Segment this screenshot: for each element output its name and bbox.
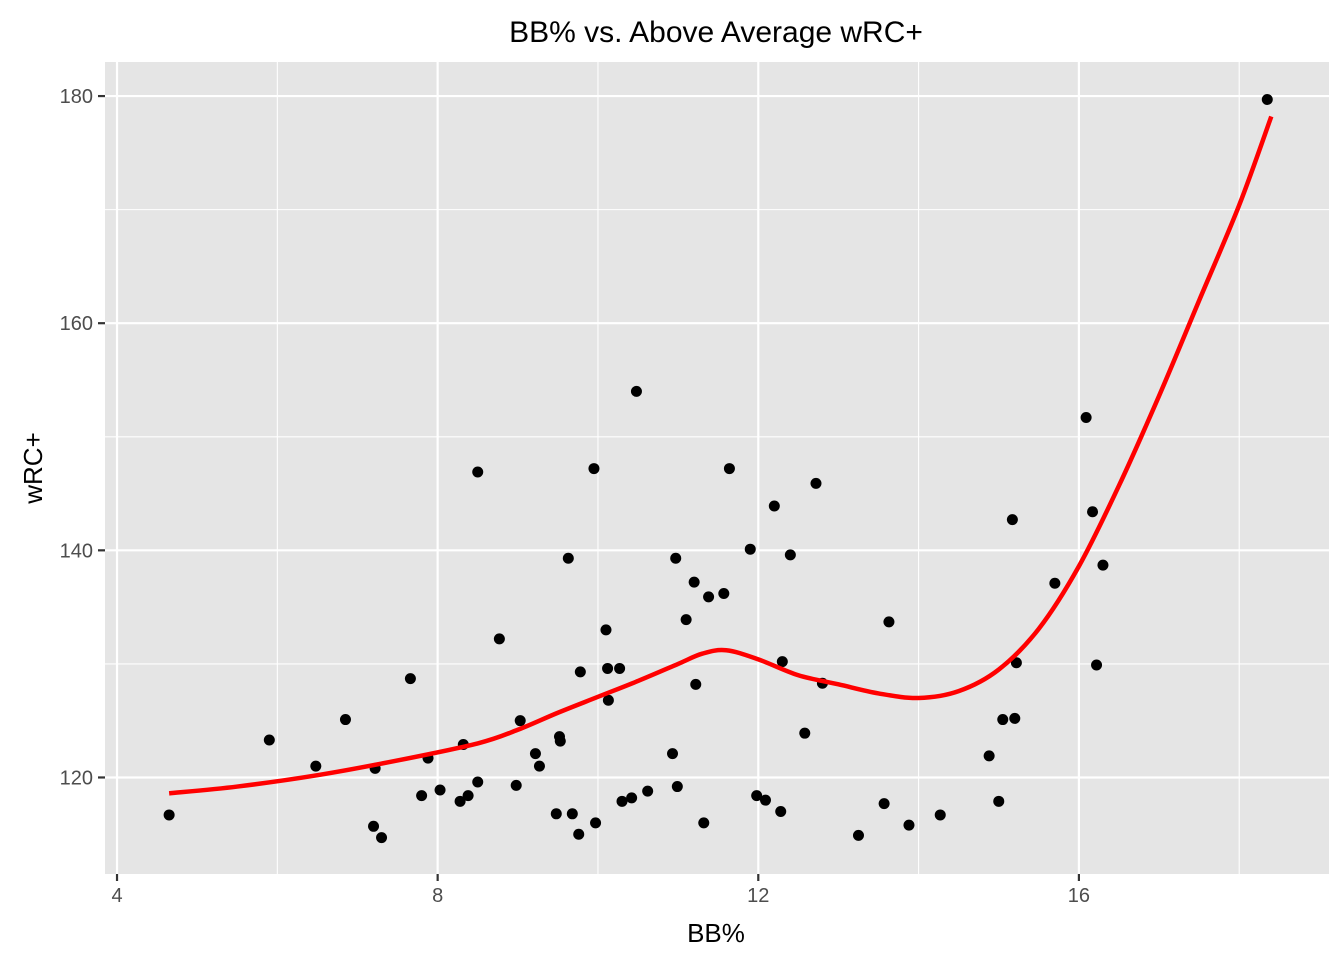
data-point	[566, 808, 578, 820]
data-point	[310, 760, 322, 772]
data-point	[642, 785, 654, 797]
data-point	[550, 808, 562, 820]
data-point	[688, 576, 700, 588]
x-tick-label: 12	[747, 885, 769, 907]
data-point	[600, 624, 612, 636]
x-tick-label: 16	[1068, 885, 1090, 907]
data-point	[533, 760, 545, 772]
data-point	[903, 819, 915, 831]
data-point	[878, 798, 890, 810]
data-point	[416, 790, 428, 802]
trend-line	[168, 115, 1274, 796]
data-point	[799, 727, 811, 739]
data-point	[1087, 506, 1099, 518]
data-point	[339, 714, 351, 726]
x-axis-title: BB%	[687, 918, 745, 948]
data-point	[690, 678, 702, 690]
data-point	[776, 656, 788, 668]
data-point	[493, 633, 505, 645]
x-tick-label: 4	[111, 885, 122, 907]
data-point	[376, 832, 388, 844]
data-point	[562, 552, 574, 564]
plot-panel	[105, 62, 1329, 874]
data-point	[744, 543, 756, 555]
data-point	[1049, 577, 1061, 589]
data-point	[703, 591, 715, 603]
data-point	[514, 715, 526, 727]
y-tick-label: 120	[60, 767, 93, 789]
data-point	[529, 748, 541, 760]
data-point	[602, 662, 614, 674]
data-point	[454, 795, 466, 807]
data-point	[934, 809, 946, 821]
data-point	[768, 500, 780, 512]
data-point	[1080, 411, 1092, 423]
x-tick-label: 8	[432, 885, 443, 907]
data-point	[614, 662, 626, 674]
data-point	[472, 776, 484, 788]
data-point	[616, 795, 628, 807]
data-point	[462, 790, 474, 802]
data-point	[784, 549, 796, 561]
data-point	[723, 463, 735, 475]
data-point	[1006, 514, 1018, 526]
y-axis-title: wRC+	[18, 432, 48, 505]
data-point	[602, 694, 614, 706]
data-point	[671, 781, 683, 793]
data-point	[997, 714, 1009, 726]
y-axis-ticks: 120 140 160 180	[60, 86, 105, 789]
data-point	[775, 806, 787, 818]
data-point	[993, 795, 1005, 807]
grid-minor	[105, 62, 1329, 874]
data-point	[590, 817, 602, 829]
data-point	[510, 779, 522, 791]
data-point	[554, 735, 566, 747]
data-point	[680, 614, 692, 626]
y-tick-label: 160	[60, 313, 93, 335]
data-point	[1261, 93, 1273, 105]
data-point	[759, 794, 771, 806]
data-point	[368, 820, 380, 832]
data-point	[670, 552, 682, 564]
data-point	[1010, 657, 1022, 669]
data-point	[883, 616, 895, 628]
data-point	[718, 587, 730, 599]
data-point	[1091, 659, 1103, 671]
data-point	[983, 750, 995, 762]
data-point	[574, 666, 586, 678]
data-point	[434, 784, 446, 796]
y-tick-label: 180	[60, 86, 93, 108]
chart-title: BB% vs. Above Average wRC+	[509, 16, 923, 49]
data-point	[698, 817, 710, 829]
data-point	[472, 466, 484, 478]
data-point	[667, 748, 679, 760]
data-point	[1009, 712, 1021, 724]
y-tick-label: 140	[60, 540, 93, 562]
data-point	[810, 477, 822, 489]
data-point	[1097, 559, 1109, 571]
data-point	[626, 792, 638, 804]
data-point	[852, 829, 864, 841]
data-point	[163, 809, 175, 821]
data-point	[404, 673, 416, 685]
data-point	[630, 385, 642, 397]
data-point	[751, 790, 763, 802]
data-point	[263, 734, 275, 746]
data-point	[588, 463, 600, 475]
x-axis-ticks: 4 8 12 16	[111, 874, 1090, 907]
data-point	[573, 828, 585, 840]
